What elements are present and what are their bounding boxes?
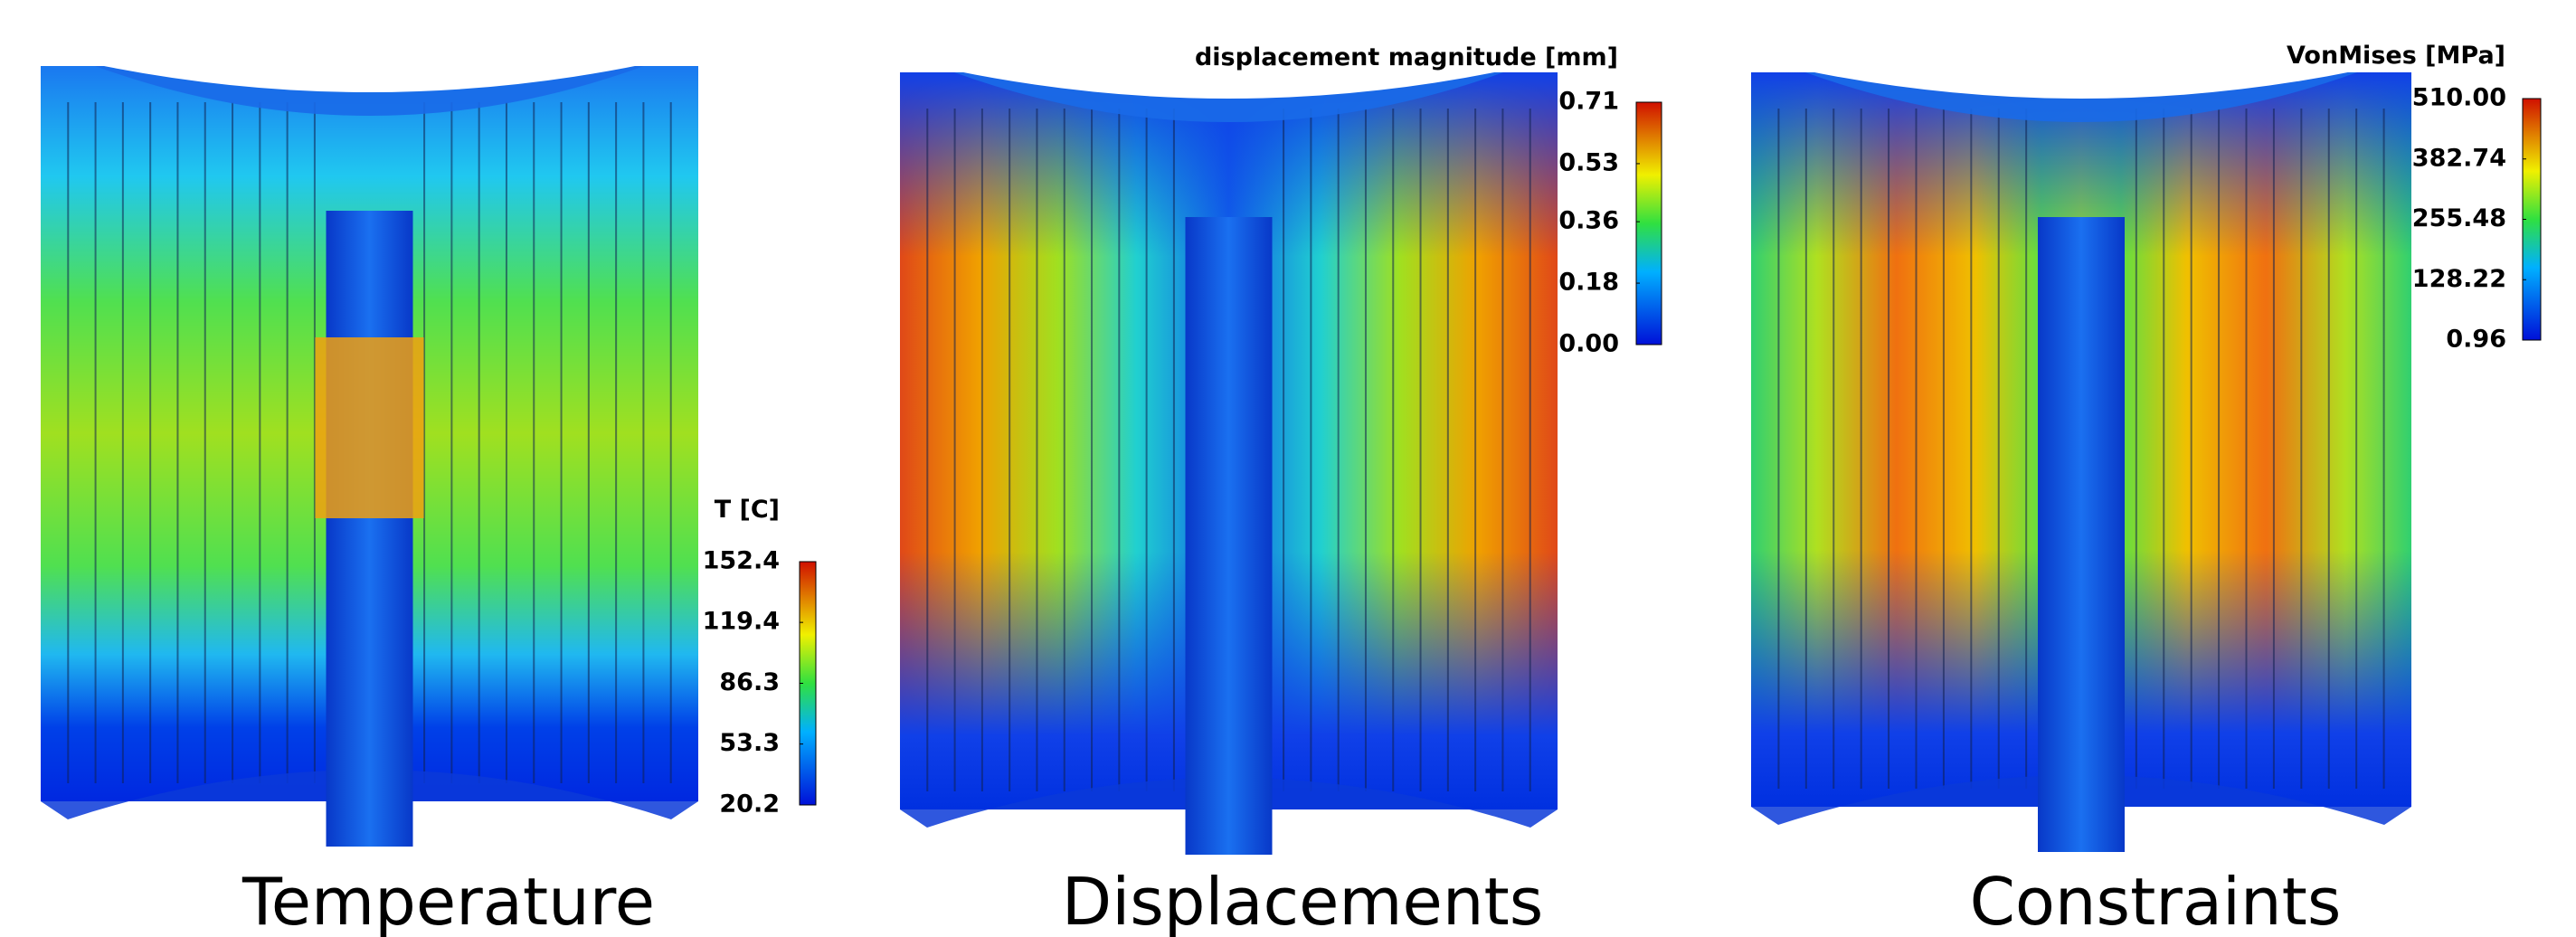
colorbar-label: 0.18 xyxy=(1558,269,1619,297)
colorbar-label: 0.96 xyxy=(2446,326,2506,354)
colorbar-label: 86.3 xyxy=(719,668,780,696)
colorbar-label: 128.22 xyxy=(2412,265,2506,293)
top-cut xyxy=(95,64,644,92)
top-cut xyxy=(954,71,1503,99)
colorbar xyxy=(1635,101,1662,345)
legend-title: VonMises [MPa] xyxy=(2287,42,2505,70)
central-tube xyxy=(1185,217,1273,855)
colorbar-label: 382.74 xyxy=(2412,144,2506,172)
colorbar-label: 0.53 xyxy=(1558,148,1619,176)
panel-title: Displacements xyxy=(1062,864,1543,937)
fem-render: 510.00 382.74 255.48 128.22 0.96 VonMises [MP… xyxy=(1751,42,2542,937)
colorbar-label: 152.4 xyxy=(703,547,780,575)
central-tube xyxy=(326,211,413,847)
colorbar-label: 0.71 xyxy=(1558,88,1619,116)
top-cut xyxy=(1805,71,2357,99)
legend-title: T [C] xyxy=(715,496,780,524)
colorbar-label: 0.36 xyxy=(1558,207,1619,235)
colorbar-label: 20.2 xyxy=(719,790,780,819)
colorbar-label: 255.48 xyxy=(2412,204,2506,232)
fem-render: 0.71 0.53 0.36 0.18 0.00 displacement magnitu… xyxy=(900,43,1662,937)
colorbar-label: 119.4 xyxy=(703,608,780,636)
colorbar-label: 510.00 xyxy=(2412,84,2506,112)
hot-zone xyxy=(315,337,424,518)
panel-title: Temperature xyxy=(242,864,655,937)
central-tube xyxy=(2038,217,2125,852)
legend-title: displacement magnitude [mm] xyxy=(1195,43,1618,71)
panel-title: Constraints xyxy=(1970,864,2342,937)
fem-render: 152.4 119.4 86.3 53.3 20.2 T [C] Temperature xyxy=(41,64,817,937)
colorbar-label: 53.3 xyxy=(719,729,780,757)
colorbar-label: 0.00 xyxy=(1558,330,1619,358)
